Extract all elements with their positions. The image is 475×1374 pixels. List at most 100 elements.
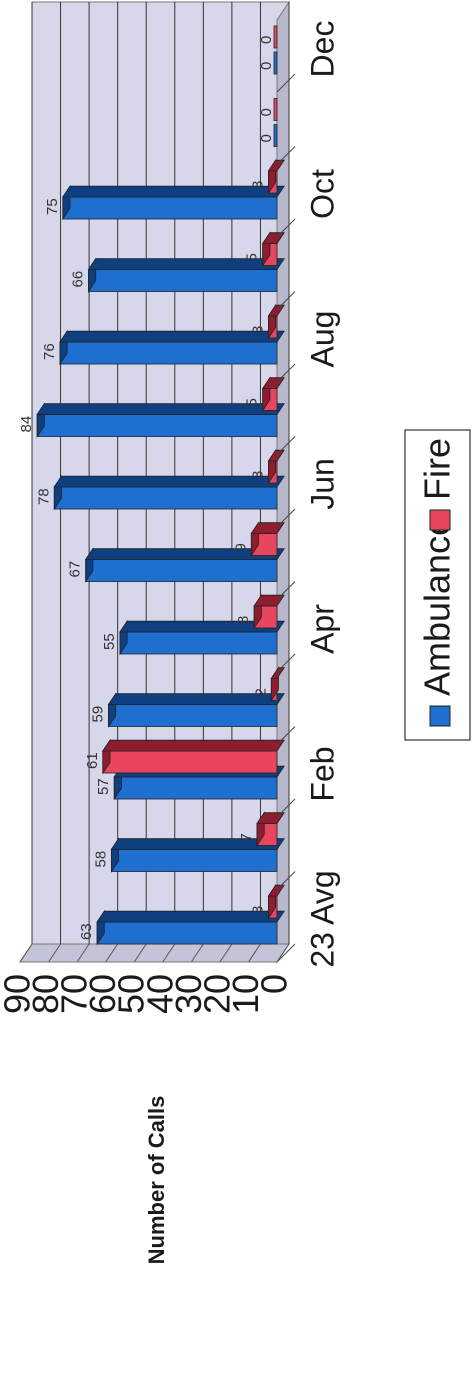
y-tick-label: 70 — [54, 974, 95, 1014]
bar-ambulance — [273, 124, 278, 147]
category-tick — [276, 581, 296, 600]
bar-fire-side — [250, 522, 285, 534]
data-label-fire: 0 — [258, 108, 275, 116]
data-label-ambulance: 59 — [90, 706, 107, 723]
bar-ambulance-side — [36, 403, 285, 415]
bar-fire-side — [267, 449, 285, 462]
y-axis-title: Number of Calls — [144, 1096, 169, 1265]
x-category-label: 23 Avg — [304, 870, 340, 967]
bar-fire-side — [267, 304, 285, 317]
bar-ambulance-side — [96, 910, 285, 923]
bar-ambulance-side — [59, 330, 285, 343]
legend-label-fire: Fire — [417, 438, 458, 500]
bar-ambulance — [108, 704, 278, 727]
data-label-ambulance: 84 — [18, 416, 35, 433]
x-category-label: Aug — [304, 311, 340, 368]
bar-ambulance — [119, 631, 278, 655]
y-tick-label: 60 — [82, 974, 123, 1014]
data-label-ambulance: 63 — [78, 923, 95, 940]
y-tick-label: 50 — [111, 974, 152, 1014]
data-label-fire: 0 — [258, 36, 275, 44]
gridline-depth — [162, 943, 176, 963]
data-label-fire: 2 — [252, 688, 269, 696]
gridline-depth — [219, 943, 233, 963]
bar-ambulance-side — [53, 475, 285, 488]
data-label-fire: 5 — [244, 398, 261, 406]
bar-ambulance-side — [107, 693, 285, 705]
bar-fire-side — [256, 812, 285, 824]
bar-ambulance — [36, 414, 278, 437]
y-tick-label: 40 — [139, 974, 180, 1014]
category-tick — [276, 363, 296, 383]
bar-fire-side — [267, 884, 285, 897]
category-tick — [276, 653, 296, 673]
category-tick — [276, 943, 296, 963]
gridline-depth — [76, 943, 90, 963]
gridline-depth — [105, 943, 119, 963]
bar-ambulance — [88, 269, 278, 292]
category-tick — [276, 73, 296, 93]
bar-ambulance — [113, 776, 278, 800]
data-label-ambulance: 66 — [70, 271, 87, 288]
x-category-label: Oct — [304, 169, 340, 219]
bar-ambulance-side — [84, 548, 285, 560]
y-tick-label: 10 — [225, 974, 266, 1014]
bar-ambulance-side — [62, 185, 285, 198]
data-label-ambulance: 57 — [95, 778, 112, 795]
gridline-depth — [19, 943, 33, 963]
category-tick — [276, 436, 296, 455]
y-tick-label: 80 — [25, 974, 66, 1014]
bar-ambulance-side — [119, 620, 285, 633]
data-label-fire: 8 — [235, 616, 252, 624]
category-tick — [276, 871, 296, 890]
data-label-fire: 3 — [249, 181, 266, 189]
bar-fire-side — [253, 594, 285, 607]
y-tick-label: 20 — [196, 974, 237, 1014]
data-label-fire: 5 — [244, 253, 261, 261]
category-tick — [276, 291, 296, 310]
chart-side-wall — [19, 943, 290, 963]
data-label-ambulance: 76 — [41, 343, 58, 360]
legend-swatch-ambulance — [429, 705, 451, 727]
x-category-label: Apr — [304, 604, 340, 654]
x-category-label: Dec — [304, 21, 340, 78]
bar-fire — [102, 750, 278, 774]
bar-ambulance — [96, 921, 278, 945]
bar-ambulance — [273, 51, 278, 75]
bar-ambulance — [85, 559, 278, 582]
bar-ambulance-side — [110, 838, 285, 850]
x-category-label: Jun — [304, 458, 340, 510]
bar-fire-side — [270, 667, 285, 679]
data-label-ambulance: 67 — [67, 561, 84, 578]
bar-ambulance — [53, 486, 278, 510]
bar-ambulance — [110, 849, 278, 872]
y-tick-label: 30 — [168, 974, 209, 1014]
legend-box — [404, 429, 471, 741]
gridline-depth — [48, 943, 61, 963]
category-tick — [276, 726, 296, 745]
bar-ambulance — [62, 196, 278, 220]
bar-ambulance-side — [87, 258, 285, 270]
category-tick — [276, 798, 296, 818]
category-tick — [276, 146, 296, 165]
data-label-fire: 3 — [249, 471, 266, 479]
legend-swatch-fire — [429, 509, 451, 531]
category-tick — [276, 508, 296, 528]
data-label-ambulance: 55 — [101, 633, 118, 650]
data-label-fire: 9 — [232, 543, 249, 551]
bar-fire-side — [267, 159, 285, 172]
gridline-depth — [276, 943, 290, 963]
gridline-depth — [190, 943, 204, 963]
data-label-fire: 7 — [238, 833, 255, 841]
gridline-depth — [133, 943, 147, 963]
y-tick-label: 0 — [254, 974, 295, 994]
legend-label-ambulance: Ambulance — [417, 516, 458, 696]
data-label-fire: 3 — [249, 326, 266, 334]
x-category-label: Feb — [304, 746, 340, 801]
data-label-ambulance: 58 — [92, 851, 109, 868]
gridline-depth — [248, 943, 261, 963]
category-tick — [276, 218, 296, 238]
y-tick-label: 90 — [0, 974, 38, 1014]
bar-fire — [273, 25, 278, 49]
